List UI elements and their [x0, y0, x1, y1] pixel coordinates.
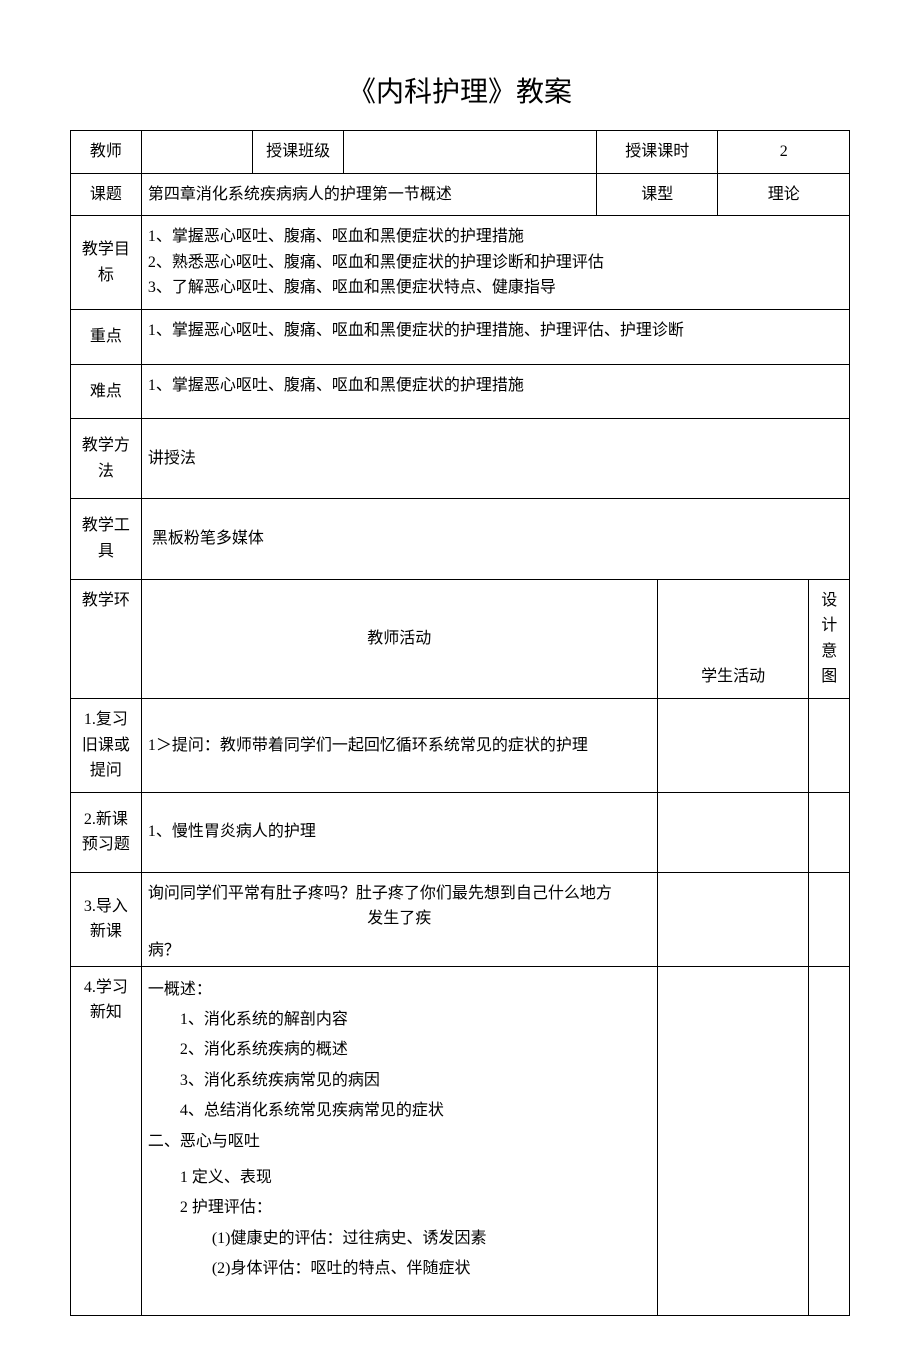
phase4-j2: 2 护理评估：	[148, 1193, 651, 1223]
phase4-i2: 2、消化系统疾病的概述	[148, 1035, 651, 1065]
phase4-s2: 二、恶心与呕吐	[148, 1127, 651, 1157]
objective-item: 3、了解恶心呕吐、腹痛、呕血和黑便症状特点、健康指导	[148, 279, 556, 296]
lesson-plan-table: 教师 授课班级 授课课时 2 课题 第四章消化系统疾病病人的护理第一节概述 课型…	[70, 130, 850, 1316]
phase4-student	[657, 966, 809, 1315]
phase4-s1: 一概述：	[148, 981, 212, 998]
table-row: 教学工具 黑板粉笔多媒体	[71, 499, 850, 579]
difficulty-value: 1、掌握恶心呕吐、腹痛、呕血和黑便症状的护理措施	[141, 364, 849, 419]
topic-value: 第四章消化系统疾病病人的护理第一节概述	[141, 173, 596, 216]
phase2-design	[809, 792, 850, 872]
table-row: 1.复习旧课或提问 1＞提问：教师带着同学们一起回忆循环系统常见的症状的护理	[71, 698, 850, 792]
phase3-line3: 病？	[148, 942, 180, 959]
phase3-label: 3.导入新课	[71, 872, 142, 966]
type-label: 课型	[597, 173, 718, 216]
phase3-text: 询问同学们平常有肚子疼吗？肚子疼了你们最先想到自己什么地方 发生了疾 病？	[141, 872, 657, 966]
phase4-label: 4.学习新知	[71, 966, 142, 1315]
objectives-label: 教学目标	[71, 216, 142, 310]
phase1-label: 1.复习旧课或提问	[71, 698, 142, 792]
difficulty-label: 难点	[71, 364, 142, 419]
phase1-design	[809, 698, 850, 792]
phase3-line2: 发生了疾	[367, 910, 431, 927]
phase4-design	[809, 966, 850, 1315]
method-label: 教学方法	[71, 419, 142, 499]
student-activity-header: 学生活动	[657, 579, 809, 698]
phase2-text: 1、慢性胃炎病人的护理	[141, 792, 657, 872]
phase3-design	[809, 872, 850, 966]
table-row: 3.导入新课 询问同学们平常有肚子疼吗？肚子疼了你们最先想到自己什么地方 发生了…	[71, 872, 850, 966]
teacher-value	[141, 131, 252, 174]
table-row: 2.新课预习题 1、慢性胃炎病人的护理	[71, 792, 850, 872]
phase-header: 教学环	[71, 579, 142, 698]
phase4-j1: 1 定义、表现	[148, 1163, 651, 1193]
objectives-value: 1、掌握恶心呕吐、腹痛、呕血和黑便症状的护理措施 2、熟悉恶心呕吐、腹痛、呕血和…	[141, 216, 849, 310]
keypoint-value: 1、掌握恶心呕吐、腹痛、呕血和黑便症状的护理措施、护理评估、护理诊断	[141, 309, 849, 364]
type-value: 理论	[718, 173, 850, 216]
hours-value: 2	[718, 131, 850, 174]
phase3-student	[657, 872, 809, 966]
tool-label: 教学工具	[71, 499, 142, 579]
teacher-label: 教师	[71, 131, 142, 174]
phase4-i4: 4、总结消化系统常见疾病常见的症状	[148, 1096, 651, 1126]
topic-label: 课题	[71, 173, 142, 216]
design-intent-header: 设计意图	[809, 579, 850, 698]
phase4-i3: 3、消化系统疾病常见的病因	[148, 1066, 651, 1096]
phase1-student	[657, 698, 809, 792]
phase4-k1: (1)健康史的评估：过往病史、诱发因素	[148, 1224, 651, 1254]
hours-label: 授课课时	[597, 131, 718, 174]
table-row: 教学环 教师活动 学生活动 设计意图	[71, 579, 850, 698]
phase2-student	[657, 792, 809, 872]
class-value	[344, 131, 597, 174]
objective-item: 1、掌握恶心呕吐、腹痛、呕血和黑便症状的护理措施	[148, 228, 524, 245]
teacher-activity-header: 教师活动	[141, 579, 657, 698]
table-row: 4.学习新知 一概述： 1、消化系统的解剖内容 2、消化系统疾病的概述 3、消化…	[71, 966, 850, 1315]
table-row: 教学方法 讲授法	[71, 419, 850, 499]
phase4-text: 一概述： 1、消化系统的解剖内容 2、消化系统疾病的概述 3、消化系统疾病常见的…	[141, 966, 657, 1315]
method-value: 讲授法	[141, 419, 849, 499]
table-row: 重点 1、掌握恶心呕吐、腹痛、呕血和黑便症状的护理措施、护理评估、护理诊断	[71, 309, 850, 364]
phase4-k2: (2)身体评估：呕吐的特点、伴随症状	[148, 1254, 651, 1284]
table-row: 课题 第四章消化系统疾病病人的护理第一节概述 课型 理论	[71, 173, 850, 216]
tool-value: 黑板粉笔多媒体	[141, 499, 849, 579]
phase3-line1: 询问同学们平常有肚子疼吗？肚子疼了你们最先想到自己什么地方	[148, 885, 612, 902]
phase4-i1: 1、消化系统的解剖内容	[148, 1005, 651, 1035]
page-title: 《内科护理》教案	[70, 70, 850, 110]
table-row: 难点 1、掌握恶心呕吐、腹痛、呕血和黑便症状的护理措施	[71, 364, 850, 419]
phase1-text: 1＞提问：教师带着同学们一起回忆循环系统常见的症状的护理	[141, 698, 657, 792]
class-label: 授课班级	[253, 131, 344, 174]
keypoint-label: 重点	[71, 309, 142, 364]
objective-item: 2、熟悉恶心呕吐、腹痛、呕血和黑便症状的护理诊断和护理评估	[148, 254, 604, 271]
phase2-label: 2.新课预习题	[71, 792, 142, 872]
table-row: 教师 授课班级 授课课时 2	[71, 131, 850, 174]
table-row: 教学目标 1、掌握恶心呕吐、腹痛、呕血和黑便症状的护理措施 2、熟悉恶心呕吐、腹…	[71, 216, 850, 310]
